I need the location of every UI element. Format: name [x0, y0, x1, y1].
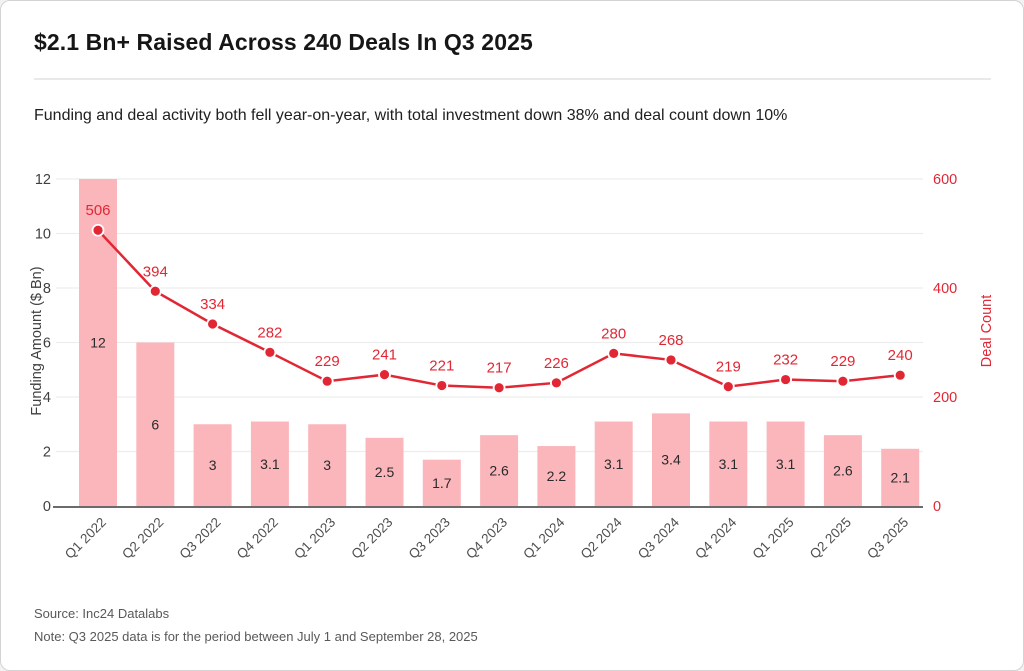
deal-count-label: 240: [888, 347, 913, 364]
x-axis-label: Q2 2025: [807, 515, 854, 562]
right-axis-tick: 400: [933, 281, 957, 297]
x-axis-label: Q4 2024: [692, 514, 740, 562]
deal-count-point: [435, 379, 449, 392]
x-axis-label: Q3 2024: [635, 514, 683, 562]
deal-count-point: [91, 223, 105, 237]
deal-count-label: 282: [257, 324, 282, 341]
right-axis-tick: 600: [933, 172, 957, 188]
deal-count-label: 219: [716, 359, 741, 376]
deal-count-label: 241: [372, 347, 397, 364]
bar-value-label: 3.1: [260, 456, 280, 472]
x-axis-label: Q3 2023: [406, 515, 453, 562]
x-axis-label: Q1 2023: [291, 515, 338, 562]
funding-bar-q4-2024: [709, 421, 748, 506]
bar-value-label: 3: [323, 457, 331, 473]
chart-footer: Source: Inc24 Datalabs Note: Q3 2025 dat…: [34, 602, 990, 648]
left-axis-tick: 8: [43, 281, 51, 297]
x-axis-label: Q3 2025: [864, 515, 911, 562]
bar-value-label: 12: [90, 335, 106, 351]
left-axis-tick: 2: [43, 445, 51, 461]
deal-count-point: [779, 373, 792, 386]
x-axis-label: Q2 2024: [578, 514, 626, 562]
deal-count-label: 394: [143, 263, 168, 280]
x-axis-label: Q3 2022: [176, 515, 223, 562]
bar-value-label: 3.1: [604, 456, 624, 472]
page-title: $2.1 Bn+ Raised Across 240 Deals In Q3 2…: [34, 29, 533, 55]
bar-value-label: 1.7: [432, 475, 452, 491]
funding-bar-q2-2025: [823, 435, 862, 506]
funding-bar-q3-2022: [193, 424, 232, 506]
funding-bar-q2-2023: [365, 437, 404, 506]
deal-count-label: 226: [544, 355, 569, 372]
right-axis-title: Deal Count: [979, 295, 995, 368]
x-axis-label: Q1 2024: [520, 514, 568, 562]
left-axis-tick: 4: [43, 390, 51, 406]
funding-bar-q2-2022: [136, 342, 175, 506]
deal-count-point: [492, 381, 506, 395]
deal-count-point: [893, 368, 907, 382]
source-text: Source: Inc24 Datalabs: [34, 606, 170, 621]
x-axis-label: Q2 2022: [119, 515, 166, 562]
funding-bar-q3-2023: [422, 459, 461, 506]
deal-count-point: [378, 368, 391, 382]
left-axis-tick: 0: [43, 499, 51, 515]
bar-value-label: 6: [151, 416, 159, 432]
funding-bar-q4-2022: [250, 421, 289, 506]
x-axis-label: Q2 2023: [348, 515, 395, 562]
deal-count-point: [148, 284, 162, 298]
deal-count-label: 280: [601, 325, 626, 342]
deal-count-label: 229: [315, 353, 340, 370]
deal-count-point: [836, 374, 850, 388]
bar-value-label: 2.1: [890, 469, 910, 485]
left-axis-tick: 12: [35, 172, 51, 188]
title-divider: [34, 78, 991, 80]
deal-count-label: 268: [658, 332, 683, 349]
deal-count-point: [721, 380, 735, 394]
funding-bar-q4-2023: [480, 435, 519, 506]
bar-value-label: 2.2: [547, 468, 567, 484]
deal-count-label: 221: [429, 358, 454, 375]
x-axis-label: Q1 2022: [62, 515, 109, 562]
funding-bar-q1-2023: [308, 424, 347, 506]
deal-count-label: 217: [487, 360, 512, 377]
deal-count-label: 229: [830, 353, 855, 370]
bar-value-label: 2.6: [489, 463, 509, 479]
bar-value-label: 3.1: [776, 456, 796, 472]
deal-count-label: 232: [773, 352, 798, 369]
bar-value-label: 2.5: [375, 464, 395, 480]
funding-bar-q3-2025: [881, 448, 920, 506]
deal-count-label: 506: [85, 202, 110, 219]
deal-count-point: [664, 353, 678, 367]
chart-area: 0 2 4 6 8 10 12 Funding Amount ($ Bn) 0 200 400 600…: [1, 141, 1023, 601]
right-axis-tick: 0: [933, 499, 941, 515]
bar-value-label: 3.1: [719, 456, 739, 472]
left-axis-tick: 10: [35, 227, 51, 243]
bar-value-label: 3: [209, 457, 217, 473]
deal-count-point: [263, 345, 277, 359]
funding-bar-q1-2024: [537, 446, 576, 506]
left-axis-title: Funding Amount ($ Bn): [29, 266, 45, 415]
funding-bar-q1-2025: [766, 421, 805, 506]
x-axis-label: Q4 2022: [234, 515, 281, 562]
deal-count-point: [320, 374, 334, 388]
x-axis-label: Q1 2025: [749, 515, 796, 562]
chart-subtitle: Funding and deal activity both fell year…: [34, 107, 788, 124]
funding-deals-combo-chart: 0 2 4 6 8 10 12 Funding Amount ($ Bn) 0 200 400 600…: [29, 172, 995, 562]
left-axis-tick: 6: [43, 336, 51, 352]
x-axis-label: Q4 2023: [463, 515, 510, 562]
deal-count-point: [206, 317, 220, 331]
funding-bar-q2-2024: [594, 421, 633, 506]
deal-count-point: [607, 346, 621, 360]
bar-value-label: 3.4: [661, 452, 681, 468]
deal-count-point: [550, 376, 563, 390]
note-text: Note: Q3 2025 data is for the period bet…: [34, 629, 478, 644]
bar-value-label: 2.6: [833, 463, 853, 479]
funding-bar-q3-2024: [652, 413, 690, 506]
deal-count-label: 334: [200, 296, 225, 313]
right-axis-tick: 200: [933, 390, 957, 406]
